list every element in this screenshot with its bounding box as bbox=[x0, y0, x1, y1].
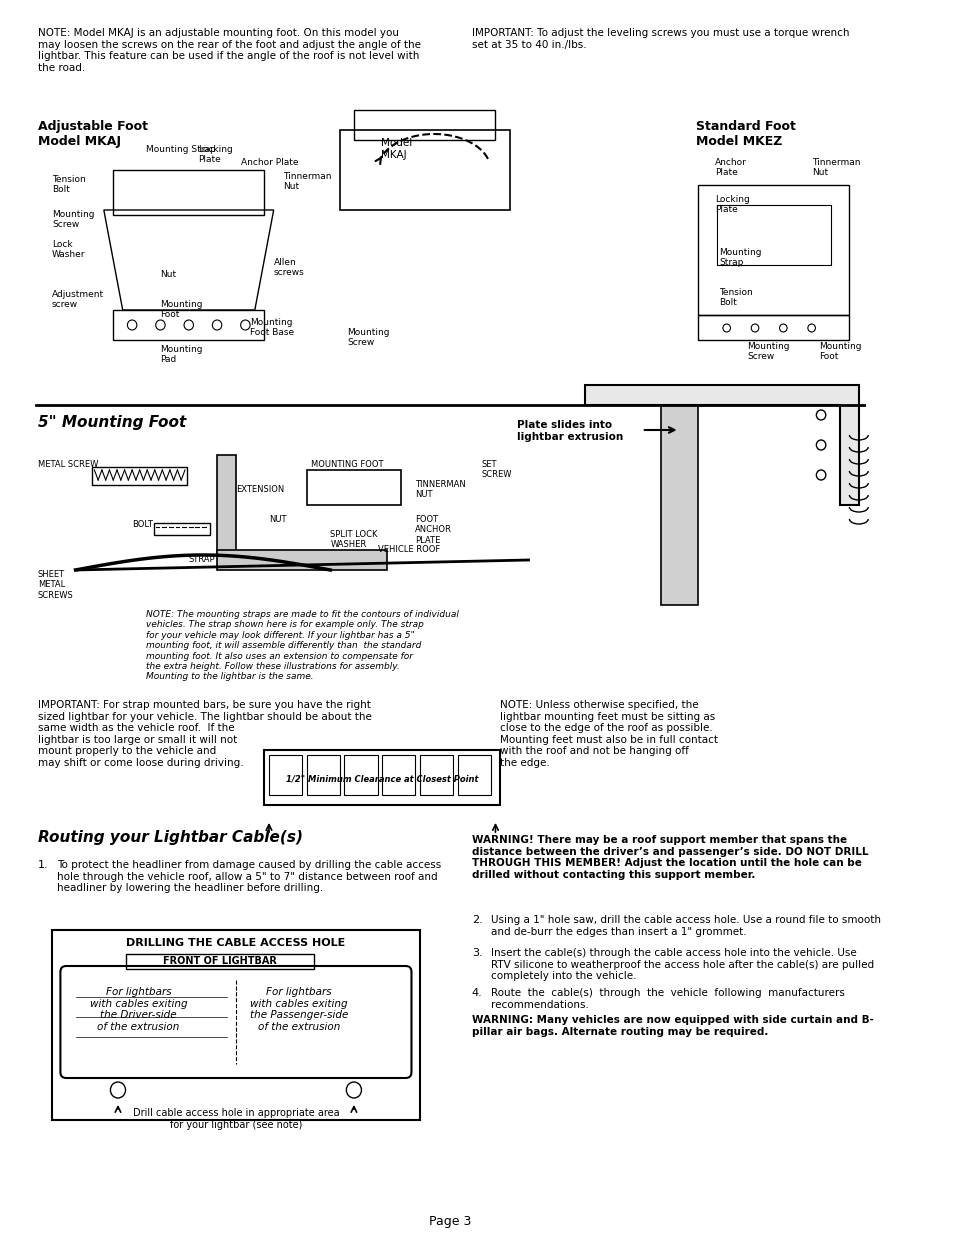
Text: Nut: Nut bbox=[160, 270, 176, 279]
Text: 1/2" Minimum Clearance at Closest Point: 1/2" Minimum Clearance at Closest Point bbox=[286, 776, 478, 784]
Text: WARNING: Many vehicles are now equipped with side curtain and B-
pillar air bags: WARNING: Many vehicles are now equipped … bbox=[472, 1015, 873, 1036]
Text: Mounting
Screw: Mounting Screw bbox=[747, 342, 789, 362]
Bar bbox=[382, 755, 415, 795]
Bar bbox=[113, 310, 264, 340]
Text: Page 3: Page 3 bbox=[429, 1215, 471, 1228]
Text: BOLT: BOLT bbox=[132, 520, 152, 529]
Text: NOTE: Model MKAJ is an adjustable mounting foot. On this model you
may loosen th: NOTE: Model MKAJ is an adjustable mounti… bbox=[38, 28, 420, 73]
Text: Mounting
Foot Base: Mounting Foot Base bbox=[250, 317, 294, 337]
Text: 4.: 4. bbox=[472, 988, 482, 998]
Text: STRAP: STRAP bbox=[189, 555, 215, 564]
Bar bbox=[217, 550, 387, 571]
Text: Routing your Lightbar Cable(s): Routing your Lightbar Cable(s) bbox=[38, 830, 302, 845]
Text: Using a 1" hole saw, drill the cable access hole. Use a round file to smooth
and: Using a 1" hole saw, drill the cable acc… bbox=[490, 915, 880, 936]
Text: Mounting
Screw: Mounting Screw bbox=[51, 210, 94, 230]
Text: Standard Foot
Model MKEZ: Standard Foot Model MKEZ bbox=[695, 120, 795, 148]
Bar bbox=[153, 522, 211, 535]
Text: Model
MKAJ: Model MKAJ bbox=[380, 138, 412, 159]
Text: FOOT
ANCHOR
PLATE: FOOT ANCHOR PLATE bbox=[415, 515, 452, 545]
Text: Locking
Plate: Locking Plate bbox=[198, 144, 233, 164]
Bar bbox=[698, 315, 848, 340]
Text: SHEET
METAL
SCREWS: SHEET METAL SCREWS bbox=[38, 571, 73, 600]
Text: For lightbars
with cables exiting
the Driver-side
of the extrusion: For lightbars with cables exiting the Dr… bbox=[90, 987, 187, 1031]
Bar bbox=[264, 750, 499, 805]
Text: 1.: 1. bbox=[38, 860, 49, 869]
Bar bbox=[307, 471, 400, 505]
Bar bbox=[269, 755, 302, 795]
Text: Allen
screws: Allen screws bbox=[274, 258, 304, 278]
Text: VEHICLE ROOF: VEHICLE ROOF bbox=[377, 545, 439, 555]
Text: NUT: NUT bbox=[269, 515, 286, 524]
Text: Mounting
Pad: Mounting Pad bbox=[160, 345, 203, 364]
Bar bbox=[419, 755, 453, 795]
Bar bbox=[126, 953, 314, 969]
Text: Adjustable Foot
Model MKAJ: Adjustable Foot Model MKAJ bbox=[38, 120, 148, 148]
Text: METAL SCREW: METAL SCREW bbox=[38, 459, 98, 469]
Text: Tension
Bolt: Tension Bolt bbox=[51, 175, 86, 194]
Text: Mounting
Foot: Mounting Foot bbox=[819, 342, 861, 362]
Bar bbox=[457, 755, 490, 795]
Text: To protect the headliner from damage caused by drilling the cable access
hole th: To protect the headliner from damage cau… bbox=[56, 860, 440, 893]
Text: TINNERMAN
NUT: TINNERMAN NUT bbox=[415, 480, 465, 499]
Text: NOTE: The mounting straps are made to fit the contours of individual
vehicles. T: NOTE: The mounting straps are made to fi… bbox=[146, 610, 458, 682]
Text: Tinnerman
Nut: Tinnerman Nut bbox=[811, 158, 860, 178]
Text: IMPORTANT: To adjust the leveling screws you must use a torque wrench
set at 35 : IMPORTANT: To adjust the leveling screws… bbox=[472, 28, 848, 49]
Bar bbox=[339, 130, 509, 210]
Text: WARNING! There may be a roof support member that spans the
distance between the : WARNING! There may be a roof support mem… bbox=[472, 835, 867, 879]
Text: DRILLING THE CABLE ACCESS HOLE: DRILLING THE CABLE ACCESS HOLE bbox=[126, 939, 345, 948]
Text: Mounting
Screw: Mounting Screw bbox=[347, 329, 390, 347]
Text: FRONT OF LIGHTBAR: FRONT OF LIGHTBAR bbox=[163, 956, 276, 966]
Bar bbox=[51, 930, 419, 1120]
Text: Anchor
Plate: Anchor Plate bbox=[715, 158, 746, 178]
Polygon shape bbox=[584, 385, 858, 505]
Text: EXTENSION: EXTENSION bbox=[235, 485, 284, 494]
Text: IMPORTANT: For strap mounted bars, be sure you have the right
sized lightbar for: IMPORTANT: For strap mounted bars, be su… bbox=[38, 700, 372, 768]
Text: Insert the cable(s) through the cable access hole into the vehicle. Use
RTV sili: Insert the cable(s) through the cable ac… bbox=[490, 948, 873, 981]
Bar bbox=[217, 454, 235, 555]
Bar bbox=[659, 405, 698, 605]
Text: Plate slides into
lightbar extrusion: Plate slides into lightbar extrusion bbox=[517, 420, 622, 442]
Text: SPLIT LOCK
WASHER: SPLIT LOCK WASHER bbox=[330, 530, 377, 550]
Text: Tinnerman
Nut: Tinnerman Nut bbox=[283, 172, 332, 191]
Text: Mounting
Strap: Mounting Strap bbox=[719, 248, 760, 268]
Text: 3.: 3. bbox=[472, 948, 482, 958]
Text: Adjustment
screw: Adjustment screw bbox=[51, 290, 104, 310]
Text: Locking
Plate: Locking Plate bbox=[715, 195, 749, 215]
Bar bbox=[717, 205, 830, 266]
Bar bbox=[344, 755, 377, 795]
Text: Drill cable access hole in appropriate area
for your lightbar (see note): Drill cable access hole in appropriate a… bbox=[132, 1108, 339, 1130]
Text: NOTE: Unless otherwise specified, the
lightbar mounting feet must be sitting as
: NOTE: Unless otherwise specified, the li… bbox=[499, 700, 718, 768]
Text: Mounting Strap: Mounting Strap bbox=[146, 144, 215, 154]
Text: Tension
Bolt: Tension Bolt bbox=[719, 288, 752, 308]
Text: 2.: 2. bbox=[472, 915, 482, 925]
Bar bbox=[113, 170, 264, 215]
Text: SET
SCREW: SET SCREW bbox=[481, 459, 511, 479]
Text: Lock
Washer: Lock Washer bbox=[51, 240, 86, 259]
Text: Route  the  cable(s)  through  the  vehicle  following  manufacturers
recommenda: Route the cable(s) through the vehicle f… bbox=[490, 988, 843, 1009]
Bar bbox=[92, 467, 187, 485]
Text: Anchor Plate: Anchor Plate bbox=[240, 158, 298, 167]
Text: MOUNTING FOOT: MOUNTING FOOT bbox=[311, 459, 383, 469]
Bar bbox=[307, 755, 339, 795]
Text: Mounting
Foot: Mounting Foot bbox=[160, 300, 203, 320]
Text: 5" Mounting Foot: 5" Mounting Foot bbox=[38, 415, 186, 430]
Text: For lightbars
with cables exiting
the Passenger-side
of the extrusion: For lightbars with cables exiting the Pa… bbox=[250, 987, 348, 1031]
Bar bbox=[354, 110, 495, 140]
